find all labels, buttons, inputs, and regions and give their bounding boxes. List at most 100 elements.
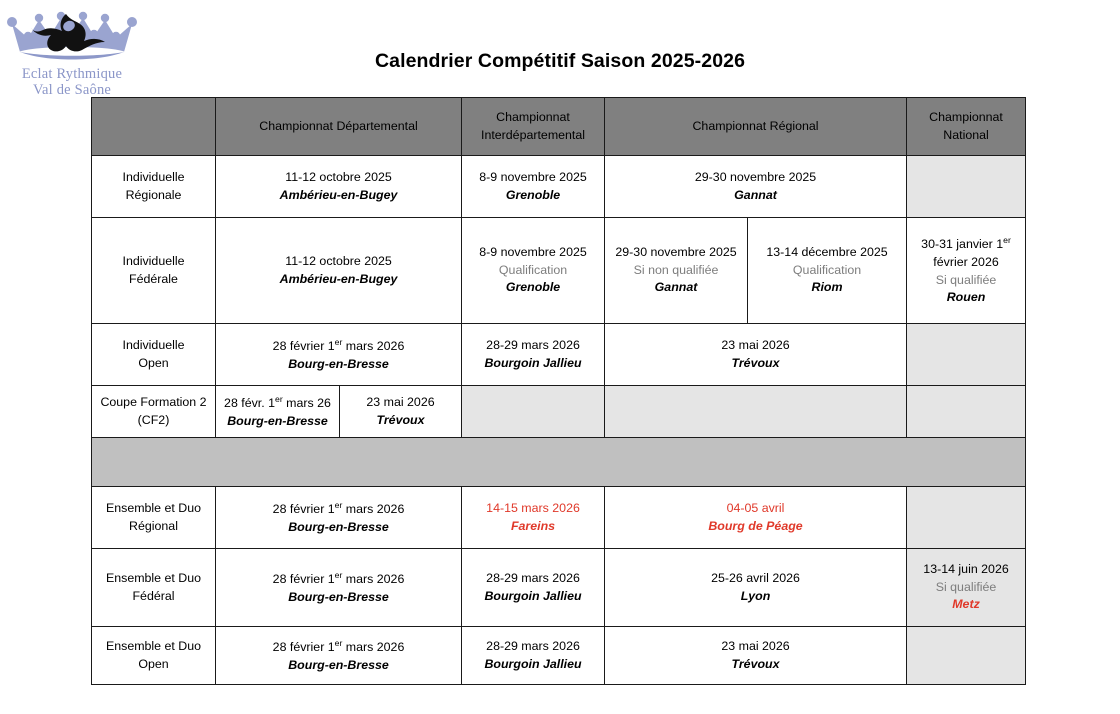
cell-departemental: 28 février 1er mars 2026 Bourg-en-Bresse — [214, 548, 463, 627]
event-date: 28 février 1er mars 2026 — [220, 336, 457, 356]
event-date-ordinal: er — [1003, 235, 1011, 246]
header-national-line2: National — [943, 127, 989, 142]
event-date-part2: mars 26 — [282, 395, 331, 410]
event-date: 11-12 octobre 2025 — [285, 253, 392, 268]
event-venue: Bourgoin Jallieu — [484, 355, 582, 370]
table-row: Individuelle Fédérale 11-12 octobre 2025… — [91, 217, 1027, 324]
cell-interdepartemental: 8-9 novembre 2025 Grenoble — [461, 155, 606, 218]
cell-departemental: 11-12 octobre 2025 Ambérieu-en-Bugey — [214, 155, 463, 218]
cell-regional: 04-05 avril Bourg de Péage — [604, 486, 908, 549]
event-date-part1: 28 févr. 1 — [224, 395, 276, 410]
cell-departemental-a: 28 févr. 1er mars 26 Bourg-en-Bresse — [215, 385, 340, 438]
cell-regional-a: 29-30 novembre 2025 Si non qualifiée Gan… — [604, 217, 749, 324]
cell-departemental: 11-12 octobre 2025 Ambérieu-en-Bugey — [214, 217, 463, 324]
row-label-line1: Ensemble et Duo — [105, 638, 202, 653]
event-venue: Bourgoin Jallieu — [484, 656, 582, 671]
event-date: 30-31 janvier 1er — [911, 234, 1021, 254]
cell-national: 13-14 juin 2026 Si qualifiée Metz — [906, 548, 1027, 627]
event-date-ordinal: er — [334, 336, 343, 347]
event-venue: Bourg-en-Bresse — [227, 413, 328, 428]
page-title: Calendrier Compétitif Saison 2025-2026 — [374, 50, 746, 72]
row-label-line1: Ensemble et Duo — [105, 570, 202, 585]
header-national: Championnat National — [906, 97, 1027, 156]
event-date-part2: mars 2026 — [342, 571, 405, 586]
table-row: Ensemble et Duo Fédéral 28 février 1er m… — [91, 548, 1027, 627]
row-label-line1: Individuelle — [122, 337, 185, 352]
event-date-part1: 28 février 1 — [272, 338, 335, 353]
row-label-line2: Fédérale — [129, 271, 178, 286]
row-label-line1: Coupe Formation 2 — [100, 394, 207, 409]
cell-national: 30-31 janvier 1er février 2026 Si qualif… — [906, 217, 1027, 324]
event-note: Si qualifiée — [935, 272, 997, 287]
event-date: 8-9 novembre 2025 — [479, 169, 587, 184]
event-venue: Bourg-en-Bresse — [288, 519, 389, 534]
cell-departemental: 28 février 1er mars 2026 Bourg-en-Bresse — [214, 626, 463, 685]
header-interdepartemental-line2: Interdépartemental — [481, 127, 586, 142]
cell-departemental: 28 février 1er mars 2026 Bourg-en-Bresse — [214, 486, 463, 549]
header-departemental: Championnat Départemental — [214, 97, 463, 156]
header-regional: Championnat Régional — [604, 97, 908, 156]
cell-regional-b: 13-14 décembre 2025 Qualification Riom — [747, 217, 908, 324]
cell-regional: 29-30 novembre 2025 Gannat — [604, 155, 908, 218]
event-date: 28-29 mars 2026 — [486, 337, 580, 352]
event-venue: Bourg-en-Bresse — [288, 356, 389, 371]
event-venue: Trévoux — [731, 355, 780, 370]
event-date-part1: 28 février 1 — [272, 639, 335, 654]
row-label: Individuelle Régionale — [91, 155, 216, 218]
header-national-line1: Championnat — [929, 109, 1003, 124]
event-note: Qualification — [792, 262, 862, 277]
event-date: 28 févr. 1er mars 26 — [220, 393, 335, 413]
event-note: Si qualifiée — [935, 579, 997, 594]
cell-national-empty — [906, 155, 1027, 218]
cell-departemental: 28 février 1er mars 2026 Bourg-en-Bresse — [214, 323, 463, 386]
row-label: Ensemble et Duo Open — [91, 626, 216, 685]
event-date-part1: 28 février 1 — [272, 501, 335, 516]
row-label: Individuelle Open — [91, 323, 216, 386]
event-note: Qualification — [498, 262, 568, 277]
event-date: 8-9 novembre 2025 — [479, 245, 587, 260]
event-date: 28-29 mars 2026 — [486, 638, 580, 653]
cell-regional-empty — [604, 385, 908, 438]
table-header-row: Championnat Départemental Championnat In… — [91, 97, 1027, 156]
cell-interdepartemental: 14-15 mars 2026 Fareins — [461, 486, 606, 549]
event-date: 13-14 décembre 2025 — [766, 245, 888, 260]
row-label-line2: Fédéral — [132, 588, 175, 603]
club-logo: Eclat Rythmique Val de Saône — [4, 4, 140, 100]
event-venue: Fareins — [510, 518, 556, 533]
event-date: 25-26 avril 2026 — [711, 570, 800, 585]
event-date-part1: 30-31 janvier 1 — [921, 237, 1004, 252]
event-date-part2: mars 2026 — [342, 338, 405, 353]
event-date: 13-14 juin 2026 — [923, 562, 1009, 577]
logo-line-2: Val de Saône — [32, 82, 112, 99]
event-date-ordinal: er — [334, 569, 343, 580]
cell-interdepartemental: 28-29 mars 2026 Bourgoin Jallieu — [461, 626, 606, 685]
row-label-line1: Individuelle — [122, 169, 185, 184]
cell-national-empty — [906, 323, 1027, 386]
row-label-line2: (CF2) — [137, 412, 170, 427]
event-date: 23 mai 2026 — [721, 638, 790, 653]
event-date: 29-30 novembre 2025 — [694, 169, 817, 184]
cell-regional: 23 mai 2026 Trévoux — [604, 626, 908, 685]
row-label: Individuelle Fédérale — [91, 217, 216, 324]
event-date: 29-30 novembre 2025 — [615, 245, 737, 260]
table-row: Ensemble et Duo Open 28 février 1er mars… — [91, 626, 1027, 685]
row-label-line2: Open — [138, 656, 169, 671]
cell-national-empty — [906, 486, 1027, 549]
cell-departemental-b: 23 mai 2026 Trévoux — [338, 385, 463, 438]
event-venue: Ambérieu-en-Bugey — [279, 187, 398, 202]
event-date-part1: 28 février 1 — [272, 571, 335, 586]
event-venue: Trévoux — [731, 656, 780, 671]
event-note: Si non qualifiée — [633, 262, 719, 277]
event-date: 28 février 1er mars 2026 — [220, 499, 457, 519]
event-date: 14-15 mars 2026 — [486, 500, 580, 515]
cell-interdepartemental: 28-29 mars 2026 Bourgoin Jallieu — [461, 323, 606, 386]
crown-gymnast-logo-icon — [7, 11, 137, 61]
cell-interdepartemental-empty — [461, 385, 606, 438]
row-label: Ensemble et Duo Fédéral — [91, 548, 216, 627]
event-venue: Gannat — [654, 280, 698, 295]
row-label-line2: Open — [138, 355, 169, 370]
event-venue: Trévoux — [376, 412, 425, 427]
event-venue: Lyon — [740, 588, 771, 603]
cell-regional: 25-26 avril 2026 Lyon — [604, 548, 908, 627]
event-venue: Grenoble — [505, 280, 561, 295]
